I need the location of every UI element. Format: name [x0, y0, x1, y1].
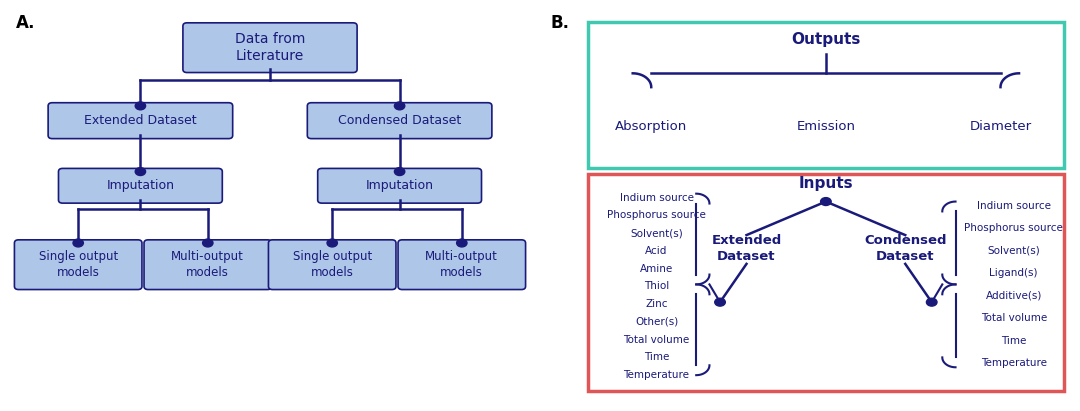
Text: Inputs: Inputs: [798, 176, 853, 191]
Circle shape: [203, 239, 213, 247]
Text: Total volume: Total volume: [623, 335, 690, 345]
FancyBboxPatch shape: [144, 240, 271, 289]
FancyBboxPatch shape: [318, 169, 482, 203]
FancyBboxPatch shape: [58, 169, 222, 203]
Text: Time: Time: [1001, 336, 1026, 346]
Text: Solvent(s): Solvent(s): [987, 246, 1040, 256]
Text: A.: A.: [16, 14, 36, 32]
FancyBboxPatch shape: [49, 103, 232, 139]
Text: Diameter: Diameter: [970, 120, 1031, 133]
FancyBboxPatch shape: [269, 240, 396, 289]
Text: Amine: Amine: [640, 263, 673, 274]
Text: Condensed
Dataset: Condensed Dataset: [864, 234, 946, 263]
Text: Single output
models: Single output models: [293, 250, 372, 279]
Circle shape: [821, 198, 832, 206]
Text: Imputation: Imputation: [107, 179, 174, 192]
Circle shape: [927, 298, 937, 306]
FancyBboxPatch shape: [183, 23, 357, 72]
Text: Outputs: Outputs: [792, 32, 861, 47]
Text: Temperature: Temperature: [623, 370, 689, 380]
Text: Extended Dataset: Extended Dataset: [84, 114, 197, 127]
Text: Multi-output
models: Multi-output models: [172, 250, 244, 279]
Text: Temperature: Temperature: [981, 358, 1047, 368]
Text: Acid: Acid: [646, 246, 667, 256]
FancyBboxPatch shape: [308, 103, 491, 139]
FancyBboxPatch shape: [399, 240, 526, 289]
Circle shape: [715, 298, 726, 306]
Text: Ligand(s): Ligand(s): [989, 268, 1038, 278]
Text: Thiol: Thiol: [644, 282, 670, 291]
Circle shape: [135, 168, 146, 175]
Circle shape: [394, 168, 405, 175]
Text: Phosphorus source: Phosphorus source: [607, 210, 706, 220]
Text: Multi-output
models: Multi-output models: [426, 250, 498, 279]
Text: Solvent(s): Solvent(s): [630, 228, 683, 238]
Text: Indium source: Indium source: [976, 201, 1051, 210]
Text: Imputation: Imputation: [366, 179, 433, 192]
Text: B.: B.: [551, 14, 569, 32]
Circle shape: [327, 239, 337, 247]
Text: Time: Time: [644, 352, 670, 363]
Text: Extended
Dataset: Extended Dataset: [712, 234, 782, 263]
Text: Other(s): Other(s): [635, 317, 678, 327]
Circle shape: [135, 102, 146, 110]
Text: Additive(s): Additive(s): [986, 291, 1042, 301]
Text: Phosphorus source: Phosphorus source: [964, 223, 1063, 233]
Text: Data from
Literature: Data from Literature: [234, 32, 306, 63]
Circle shape: [457, 239, 467, 247]
Text: Condensed Dataset: Condensed Dataset: [338, 114, 461, 127]
Text: Emission: Emission: [796, 120, 855, 133]
Text: Zinc: Zinc: [645, 299, 667, 309]
FancyBboxPatch shape: [588, 174, 1064, 391]
FancyBboxPatch shape: [588, 22, 1064, 168]
Text: Indium source: Indium source: [620, 193, 693, 203]
Text: Single output
models: Single output models: [39, 250, 118, 279]
Text: Absorption: Absorption: [616, 120, 687, 133]
Circle shape: [394, 102, 405, 110]
FancyBboxPatch shape: [14, 240, 141, 289]
Text: Total volume: Total volume: [981, 313, 1047, 323]
Circle shape: [73, 239, 83, 247]
